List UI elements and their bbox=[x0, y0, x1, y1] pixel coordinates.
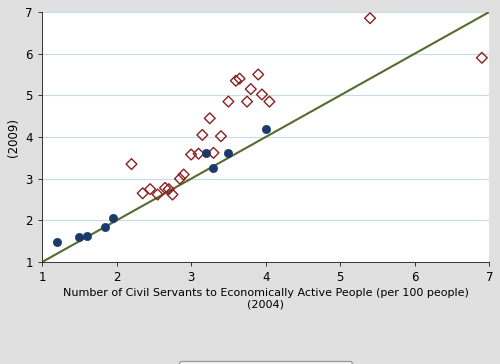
Point bbox=[146, 186, 154, 192]
Y-axis label: (2009): (2009) bbox=[7, 118, 20, 157]
Point bbox=[224, 99, 232, 104]
Point bbox=[176, 176, 184, 182]
Point bbox=[247, 86, 255, 92]
Point bbox=[224, 150, 232, 156]
Point bbox=[254, 72, 262, 78]
Point bbox=[109, 215, 117, 221]
Point bbox=[138, 190, 146, 196]
Point bbox=[194, 151, 202, 157]
Point bbox=[266, 99, 274, 104]
Point bbox=[53, 239, 61, 245]
X-axis label: Number of Civil Servants to Economically Active People (per 100 people)
(2004): Number of Civil Servants to Economically… bbox=[62, 288, 468, 310]
Point bbox=[210, 165, 218, 171]
Point bbox=[187, 152, 195, 158]
Point bbox=[206, 115, 214, 121]
Point bbox=[202, 150, 210, 156]
Point bbox=[210, 150, 218, 156]
Point bbox=[83, 233, 91, 239]
Point bbox=[180, 171, 188, 177]
Point bbox=[232, 78, 240, 84]
Point bbox=[258, 92, 266, 98]
Point bbox=[366, 15, 374, 21]
Point bbox=[217, 133, 225, 139]
Point bbox=[243, 99, 251, 104]
Point bbox=[128, 161, 136, 167]
Point bbox=[198, 132, 206, 138]
Point bbox=[168, 191, 176, 197]
Point bbox=[262, 126, 270, 132]
Point bbox=[154, 191, 162, 197]
Point bbox=[478, 55, 486, 61]
Point bbox=[102, 224, 110, 230]
Point bbox=[161, 185, 169, 191]
Point bbox=[76, 234, 84, 240]
Point bbox=[236, 76, 244, 82]
Legend: Java/Bali, Others: Java/Bali, Others bbox=[179, 361, 352, 364]
Point bbox=[165, 186, 173, 192]
